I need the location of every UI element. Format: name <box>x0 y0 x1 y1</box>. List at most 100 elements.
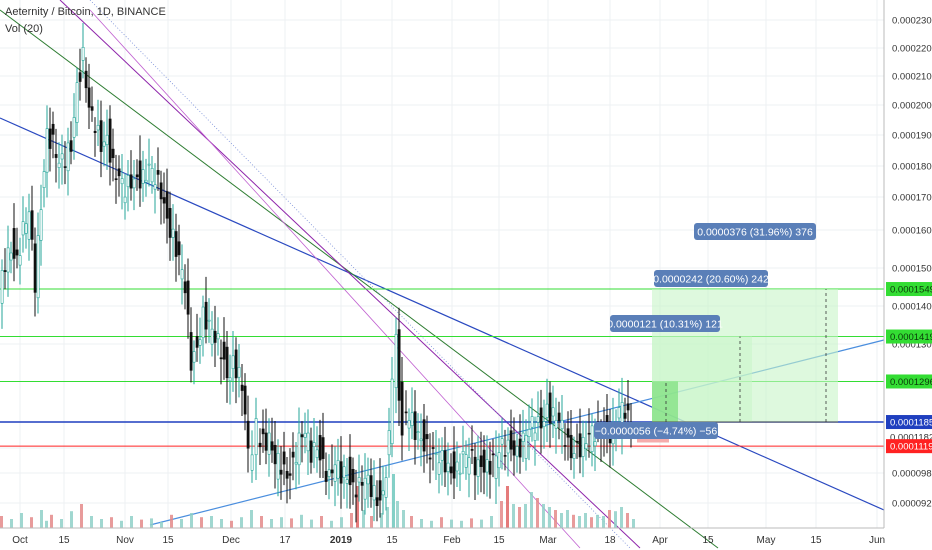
candle-body-97-0 <box>560 419 564 430</box>
candle-body-36-0 <box>210 328 214 345</box>
candle-body-84-1 <box>485 459 489 473</box>
candle-body-48-0 <box>276 453 280 480</box>
candle-body-6-0 <box>30 210 34 240</box>
x-tick-label-11: 18 <box>604 535 616 546</box>
candle-body-13-0 <box>72 117 76 138</box>
candle-body-92-0 <box>530 416 534 428</box>
volume-bar-71 <box>602 516 605 528</box>
volume-bar-33 <box>320 516 323 528</box>
volume-bar-75 <box>626 513 629 528</box>
candle-body-32-0 <box>186 280 190 315</box>
volume-bar-60 <box>536 498 539 528</box>
candle-body-22-1 <box>129 174 133 189</box>
candle-body-37-1 <box>219 357 223 360</box>
x-tick-label-10: Mar <box>539 535 557 546</box>
candle-body-66-1 <box>387 430 391 456</box>
candle-body-98-1 <box>569 434 573 459</box>
candle-body-83-0 <box>476 459 480 477</box>
volume-bar-65 <box>566 510 569 528</box>
volume-bar-58 <box>524 504 527 528</box>
volume-bar-41 <box>386 507 389 528</box>
volume-bar-9 <box>80 504 83 528</box>
candle-body-96-1 <box>557 412 561 422</box>
candle-body-38-1 <box>225 346 229 379</box>
volume-bar-30 <box>290 518 293 528</box>
candle-body-18-0 <box>102 141 106 147</box>
candle-body-17-0 <box>96 125 100 131</box>
candle-body-7-1 <box>39 209 43 241</box>
candle-body-59-1 <box>345 479 349 484</box>
candle-body-63-0 <box>366 474 370 485</box>
volume-label: Vol (20) <box>5 23 43 35</box>
candle-body-74-0 <box>422 419 426 452</box>
candle-body-25-1 <box>147 163 151 166</box>
x-tick-label-3: 15 <box>162 535 174 546</box>
volume-bar-62 <box>548 507 551 528</box>
x-tick-label-14: May <box>757 535 776 546</box>
volume-bar-55 <box>506 486 509 528</box>
candle-body-22-0 <box>126 175 130 188</box>
candle-body-61-1 <box>357 477 361 483</box>
volume-bar-23 <box>220 519 223 528</box>
candles <box>0 22 633 523</box>
candle-body-89-0 <box>512 440 516 456</box>
candle-body-3-0 <box>12 228 16 259</box>
volume-bar-11 <box>100 519 103 528</box>
candle-body-31-1 <box>183 281 187 294</box>
candle-body-53-0 <box>306 432 310 452</box>
candle-body-57-1 <box>333 464 337 482</box>
candle-body-77-0 <box>440 450 444 461</box>
candle-body-91-1 <box>527 429 531 437</box>
candle-body-11-0 <box>60 153 64 160</box>
y-tick-label-13: 0.0000920 <box>892 499 932 510</box>
candle-body-99-1 <box>575 441 579 443</box>
candle-body-16-1 <box>93 130 97 133</box>
volume-bar-2 <box>20 513 23 528</box>
volume-bar-57 <box>518 507 521 528</box>
candle-body-80-1 <box>461 451 465 455</box>
candle-body-85-1 <box>491 453 495 456</box>
candle-body-60-0 <box>348 456 352 486</box>
target-label-box-2 <box>694 223 816 240</box>
candle-body-21-0 <box>120 178 124 185</box>
candle-body-1-0 <box>0 270 4 304</box>
level-badge-text-2: 0.0001296 <box>890 377 932 388</box>
candle-body-108-0 <box>626 403 630 411</box>
candle-body-15-1 <box>87 87 91 108</box>
volume-bar-50 <box>460 520 463 528</box>
volume-bar-56 <box>512 504 515 528</box>
candle-body-21-1 <box>123 196 127 204</box>
volume-bar-40 <box>380 513 383 528</box>
candle-body-101-0 <box>584 443 588 450</box>
candle-body-93-0 <box>536 416 540 423</box>
candle-body-53-1 <box>309 440 313 463</box>
volume-bar-72 <box>608 510 611 528</box>
candle-body-24-0 <box>138 160 142 189</box>
volume-bar-17 <box>160 522 163 528</box>
volume-bar-27 <box>260 516 263 528</box>
candle-body-78-0 <box>446 462 450 472</box>
target-label-box-1 <box>654 270 768 287</box>
candle-body-56-0 <box>324 471 328 482</box>
trendline-green <box>0 9 719 549</box>
x-tick-label-7: 15 <box>386 535 398 546</box>
candle-body-40-1 <box>237 367 241 378</box>
candle-body-91-0 <box>524 435 528 459</box>
candle-body-37-0 <box>216 333 220 340</box>
candle-body-34-0 <box>198 339 202 346</box>
volume-bar-31 <box>300 514 303 528</box>
volume-bar-7 <box>60 519 63 528</box>
candle-body-16-0 <box>90 106 94 111</box>
candle-body-79-1 <box>455 461 459 472</box>
candle-body-18-1 <box>105 134 109 145</box>
candle-body-51-0 <box>294 462 298 465</box>
volume-bar-1 <box>10 519 13 528</box>
candle-body-41-1 <box>243 385 247 415</box>
candle-body-89-1 <box>515 446 519 457</box>
candle-body-33-1 <box>195 336 199 348</box>
level-badge-0 <box>886 282 932 297</box>
